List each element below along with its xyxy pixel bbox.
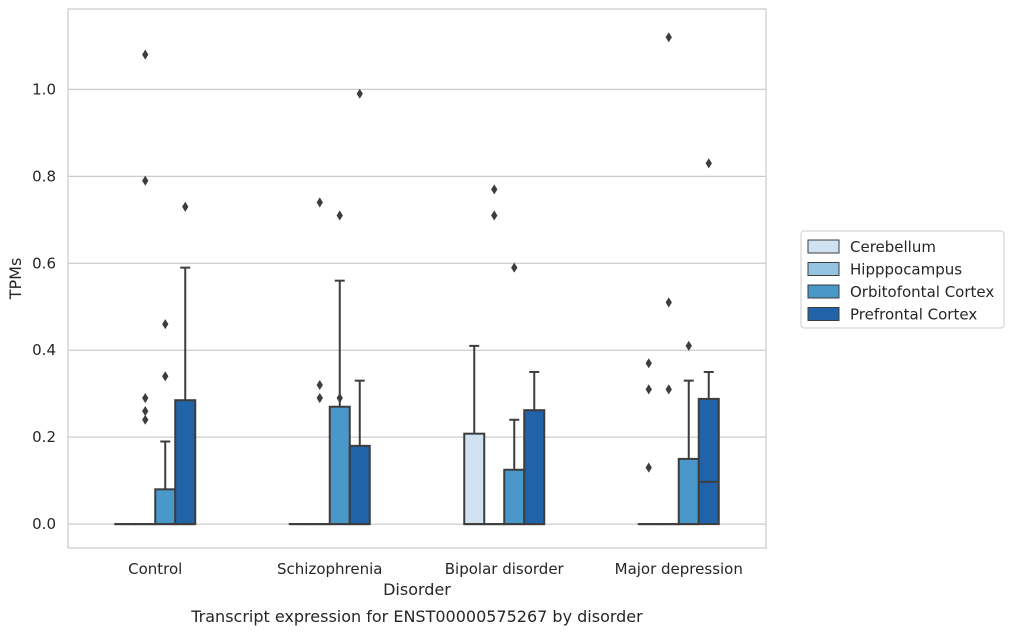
legend-swatch: [807, 239, 840, 254]
legend-entry: Hipppocampus: [850, 261, 962, 279]
legend-swatch: [807, 284, 840, 299]
box-orbitofontal-cortex: [154, 319, 177, 526]
box-body: [677, 457, 700, 526]
outlier-point: [645, 358, 652, 369]
legend-swatch: [807, 307, 840, 321]
y-tick-label: 0.2: [32, 428, 56, 446]
x-tick-label: Schizophrenia: [277, 560, 382, 578]
outlier-point: [665, 384, 672, 395]
legend-entry: Cerebellum: [850, 238, 936, 256]
box-cerebellum: [637, 358, 660, 526]
outlier-point: [162, 319, 169, 330]
outlier-point: [316, 197, 323, 208]
box-prefrontal-cortex: [523, 370, 546, 526]
y-tick-label: 1.0: [32, 80, 56, 98]
outlier-point: [336, 392, 343, 404]
outlier-point: [491, 210, 498, 221]
y-axis-title: TPMs: [6, 258, 25, 301]
outlier-point: [511, 262, 518, 273]
legend-entry: Prefrontal Cortex: [850, 306, 977, 324]
x-tick-label: Bipolar disorder: [445, 560, 565, 578]
x-tick-labels: Control Schizophrenia Bipolar disorder Majo…: [128, 560, 743, 578]
outlier-point: [142, 392, 149, 404]
legend: Cerebellum Hipppocampus Orbitofontal Corte…: [800, 230, 1005, 329]
outlier-point: [182, 201, 189, 212]
outlier-point: [316, 379, 323, 391]
outlier-point: [645, 384, 652, 395]
y-tick-labels: 0.0 0.2 0.4 0.6 0.8 1.0: [32, 80, 56, 533]
box-body: [697, 397, 720, 526]
legend-frame: [800, 230, 1005, 329]
legend-swatch: [807, 262, 840, 276]
outlier-point: [316, 392, 323, 404]
outlier-point: [336, 210, 343, 221]
x-tick-label: Control: [128, 560, 182, 578]
outlier-point: [665, 32, 672, 43]
outlier-point: [491, 184, 498, 195]
outlier-point: [142, 414, 149, 425]
outlier-point: [142, 406, 149, 417]
box-prefrontal-cortex: [697, 158, 720, 526]
y-tick-label: 0.4: [32, 341, 56, 359]
box-prefrontal-cortex: [348, 88, 371, 526]
y-tick-label: 0.8: [32, 167, 56, 185]
box-body: [523, 409, 546, 526]
box-prefrontal-cortex: [174, 201, 197, 526]
outlier-point: [356, 88, 363, 99]
box-body: [174, 399, 197, 526]
outlier-point: [142, 175, 149, 186]
outlier-point: [665, 297, 672, 308]
x-axis-title: Disorder: [383, 580, 451, 599]
box-cerebellum: [463, 344, 486, 526]
plot-area-frame: [67, 8, 767, 549]
outlier-point: [685, 340, 692, 351]
box-body: [154, 488, 177, 526]
box-body: [503, 468, 526, 526]
box-hipppocampus: [134, 49, 157, 526]
box-body: [348, 444, 371, 526]
box-body: [328, 405, 351, 526]
outlier-point: [705, 158, 712, 169]
figure-caption: Transcript expression for ENST0000057526…: [190, 607, 643, 626]
outlier-point: [645, 462, 652, 473]
marks-layer: [114, 32, 720, 526]
legend-entry: Orbitofontal Cortex: [850, 283, 994, 301]
box-body: [463, 432, 486, 526]
y-tick-label: 0.6: [32, 254, 56, 272]
y-tick-label: 0.0: [32, 515, 56, 533]
box-hipppocampus: [657, 32, 680, 526]
x-tick-label: Major depression: [615, 560, 743, 578]
outlier-point: [142, 49, 149, 60]
box-orbitofontal-cortex: [677, 340, 700, 526]
outlier-point: [162, 371, 169, 382]
